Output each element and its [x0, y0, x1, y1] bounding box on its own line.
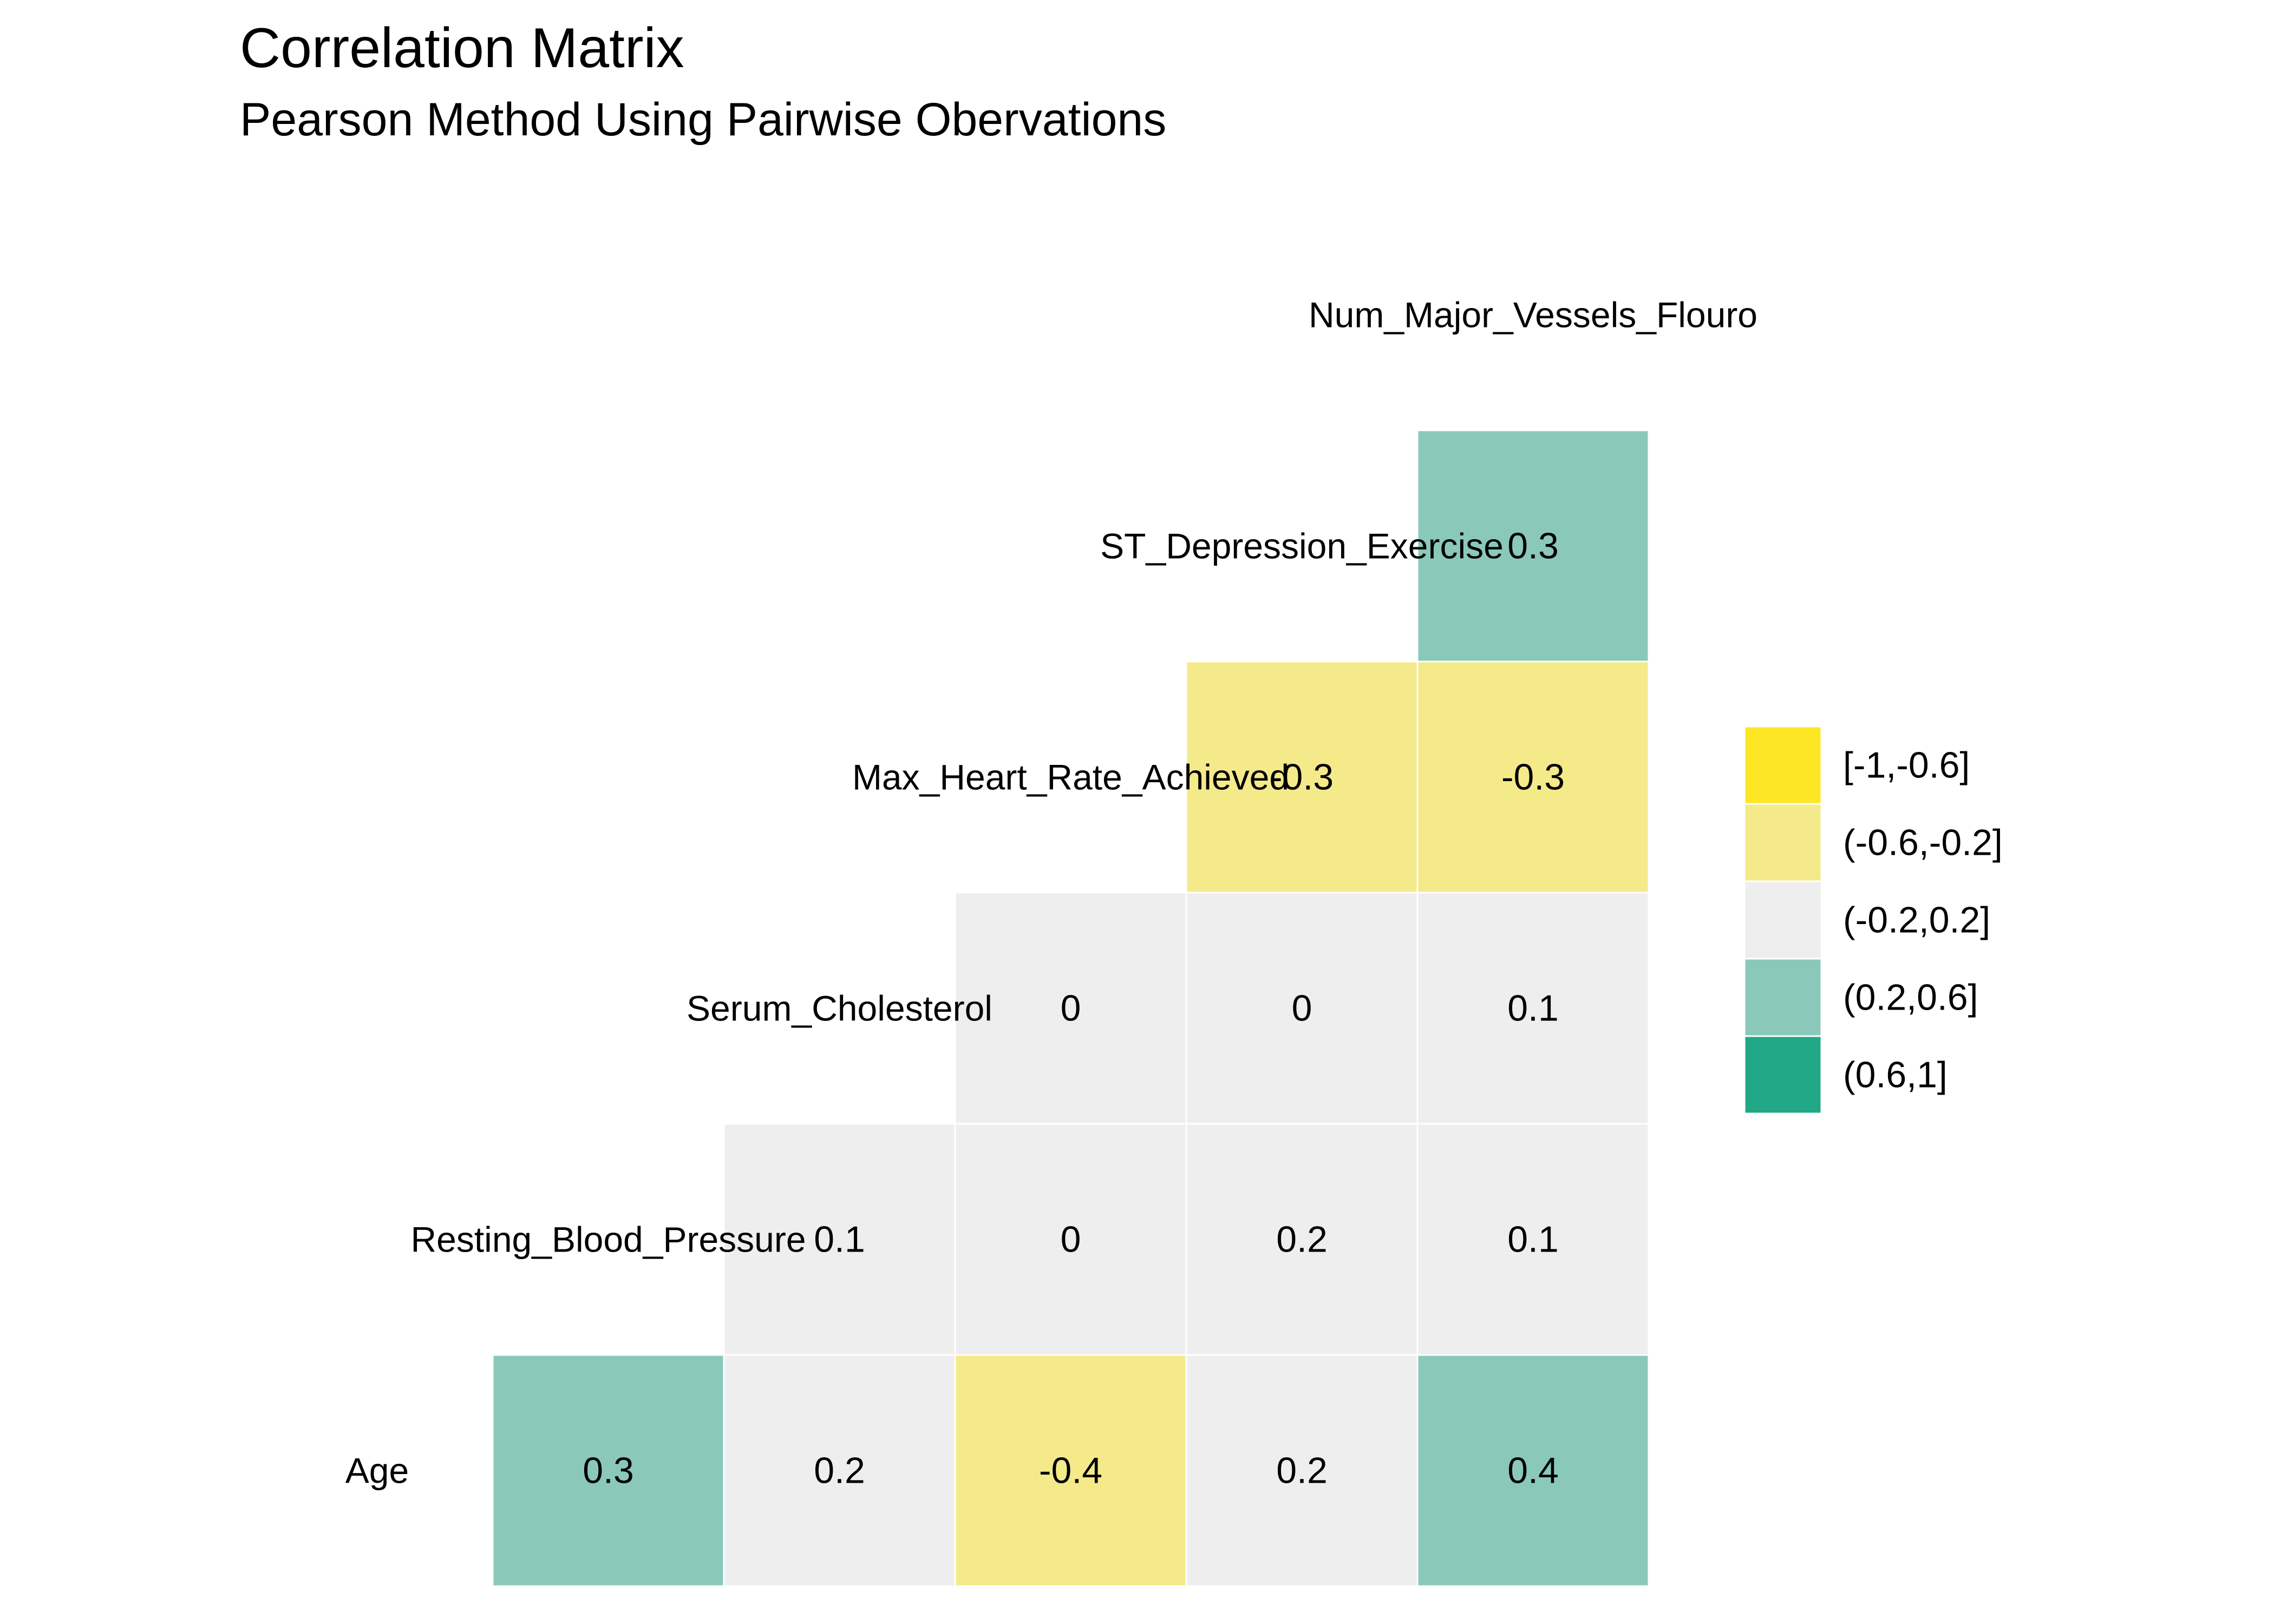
legend-label: (0.6,1]: [1843, 1055, 1948, 1096]
legend-swatch: [1743, 1035, 1822, 1115]
legend-label: [-1,-0.6]: [1843, 745, 1970, 786]
cell-value-label: 0.3: [1507, 526, 1559, 567]
cell-value-label: 0.2: [1276, 1219, 1328, 1260]
cell-resting-blood-pressure-st-depression-exercise: [1185, 1123, 1419, 1356]
cell-value-label: -0.3: [1501, 757, 1565, 798]
cell-age-max-heart-rate-achieved: [954, 1354, 1187, 1587]
variable-label-num-major-vessels-flouro: Num_Major_Vessels_Flouro: [1309, 295, 1757, 335]
variable-label-serum-cholesterol: Serum_Cholesterol: [687, 988, 992, 1029]
variable-label-age: Age: [345, 1451, 409, 1491]
variable-labels-layer: Age Resting_Blood_Pressure Serum_Cholester…: [345, 295, 1757, 1491]
cell-age-resting-blood-pressure: [492, 1354, 725, 1587]
variable-label-st-depression-exercise: ST_Depression_Exercise: [1100, 526, 1504, 566]
cell-value-label: 0.1: [1507, 1219, 1559, 1260]
cell-serum-cholesterol-max-heart-rate-achieved: [954, 892, 1187, 1125]
chart-subtitle: Pearson Method Using Pairwise Obervation…: [240, 94, 1167, 146]
cells-layer: [492, 429, 1650, 1587]
cell-value-label: 0.2: [814, 1450, 865, 1491]
legend-swatch: [1743, 958, 1822, 1037]
legend-label: (0.2,0.6]: [1843, 977, 1978, 1018]
cell-value-label: 0.1: [1507, 988, 1559, 1029]
cell-value-label: 0.3: [583, 1450, 634, 1491]
cell-value-label: 0: [1061, 1219, 1081, 1260]
cell-serum-cholesterol-st-depression-exercise: [1185, 892, 1419, 1125]
legend-swatch: [1743, 725, 1822, 805]
legend-label: (-0.6,-0.2]: [1843, 822, 2003, 863]
cell-value-label: 0: [1061, 988, 1081, 1029]
cell-st-depression-exercise-num-major-vessels-flouro: [1416, 429, 1650, 663]
variable-label-max-heart-rate-achieved: Max_Heart_Rate_Achieved: [852, 757, 1289, 797]
cell-value-label: 0: [1292, 988, 1312, 1029]
cell-serum-cholesterol-num-major-vessels-flouro: [1416, 892, 1650, 1125]
cell-resting-blood-pressure-serum-cholesterol: [723, 1123, 956, 1356]
cell-value-label: -0.3: [1270, 757, 1334, 798]
legend-swatch: [1743, 803, 1822, 882]
cell-age-num-major-vessels-flouro: [1416, 1354, 1650, 1587]
cell-max-heart-rate-achieved-num-major-vessels-flouro: [1416, 660, 1650, 894]
legend-swatch: [1743, 880, 1822, 960]
legend: [-1,-0.6] (-0.6,-0.2] (-0.2,0.2] (0.2,0.6] (…: [1743, 725, 2003, 1115]
cell-resting-blood-pressure-num-major-vessels-flouro: [1416, 1123, 1650, 1356]
variable-label-resting-blood-pressure: Resting_Blood_Pressure: [410, 1220, 806, 1260]
cell-value-label: 0.2: [1276, 1450, 1328, 1491]
cell-value-label: 0.1: [814, 1219, 865, 1260]
cell-labels-layer: 0.3 0.2 -0.4 0.2 0.4 0.1 0 0.2 0.1 0 0 0.1 -0.3 -0.3 0…: [583, 526, 1565, 1491]
cell-value-label: 0.4: [1507, 1450, 1559, 1491]
cell-max-heart-rate-achieved-st-depression-exercise: [1185, 660, 1419, 894]
legend-label: (-0.2,0.2]: [1843, 900, 1990, 941]
cell-resting-blood-pressure-max-heart-rate-achieved: [954, 1123, 1187, 1356]
chart-title: Correlation Matrix: [240, 17, 684, 80]
cell-value-label: -0.4: [1039, 1450, 1102, 1491]
